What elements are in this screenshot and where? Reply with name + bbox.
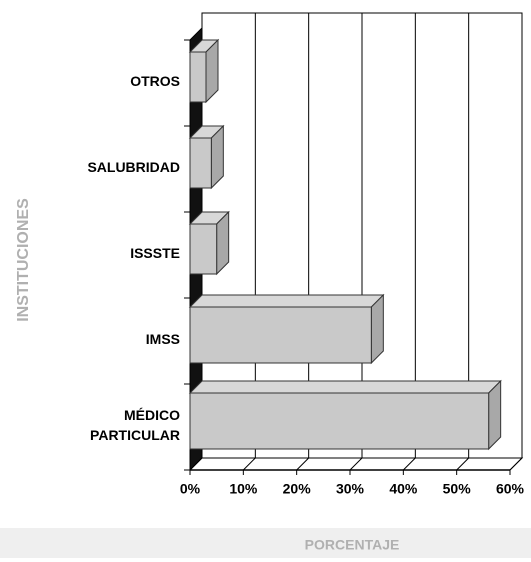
y-tick-label: OTROS (130, 73, 180, 89)
bar (189, 306, 372, 364)
bar-top (188, 380, 502, 394)
bar-top (188, 294, 385, 308)
y-tick-label: SALUBRIDAD (87, 159, 180, 175)
y-tick-label: MÉDICO PARTICULAR (90, 407, 180, 443)
x-tick-label: 0% (180, 481, 201, 497)
x-tick-label: 60% (496, 481, 525, 497)
y-tick-label: IMSS (145, 331, 180, 347)
bar (189, 223, 218, 275)
x-axis-label: PORCENTAJE (305, 537, 400, 553)
bar-side (370, 293, 384, 365)
x-tick-label: 40% (389, 481, 418, 497)
floor-grid-line (296, 457, 310, 471)
floor-grid-line (509, 457, 523, 471)
floor-grid-line (402, 457, 416, 471)
bar-side (488, 379, 502, 451)
x-tick-label: 10% (229, 481, 258, 497)
floor-grid-line (189, 457, 203, 471)
floor-grid-line (242, 457, 256, 471)
bar (189, 137, 212, 189)
y-tick-label: ISSSTE (130, 245, 180, 261)
x-tick-label: 50% (443, 481, 472, 497)
x-tick-label: 20% (283, 481, 312, 497)
x-label-band (0, 528, 531, 558)
floor-grid-line (456, 457, 470, 471)
y-axis-label: INSTITUCIONES (15, 198, 32, 322)
bar (189, 51, 207, 103)
bar (189, 392, 490, 450)
floor-grid-line (349, 457, 363, 471)
x-tick-label: 30% (336, 481, 365, 497)
